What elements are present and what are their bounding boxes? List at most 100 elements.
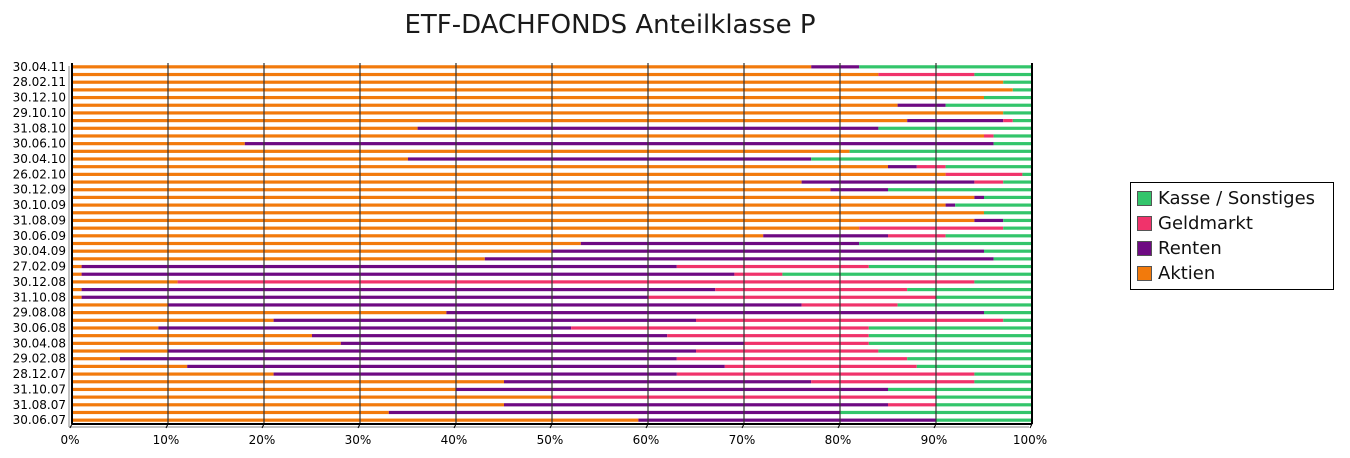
- bar-geldmarkt-31.01.08: [724, 364, 917, 368]
- bar-aktien-31.08.07: [72, 403, 504, 407]
- bar-geldmarkt-29.02.08: [676, 357, 908, 361]
- bar-kasse-sonstiges-30.04.09: [984, 249, 1032, 253]
- bar-renten-30.01.09: [81, 272, 735, 276]
- bar-aktien-30.04.09: [72, 249, 552, 253]
- bar-renten-29.08.08: [446, 311, 984, 315]
- bar-kasse-sonstiges-30.09.09: [984, 211, 1032, 215]
- legend-label: Renten: [1158, 238, 1222, 259]
- bar-kasse-sonstiges-31.08.09: [1003, 218, 1032, 223]
- bar-kasse-sonstiges-30.11.07: [974, 380, 1032, 384]
- bar-aktien-30.04.11: [72, 65, 812, 69]
- bar-renten-31.03.08: [168, 349, 696, 353]
- bar-renten-30.10.09: [945, 203, 956, 207]
- bar-aktien-31.05.10: [72, 149, 850, 153]
- bar-aktien-30.12.09: [72, 188, 831, 192]
- bar-kasse-sonstiges-29.10.10: [1003, 111, 1032, 115]
- bar-aktien-30.11.09: [72, 195, 975, 200]
- y-tick-label: 30.06.09: [13, 229, 66, 243]
- y-tick-label: 30.12.10: [13, 91, 66, 105]
- bar-renten-27.02.09: [81, 264, 677, 269]
- legend-item-renten: Renten: [1137, 236, 1327, 261]
- bar-kasse-sonstiges-30.06.09: [945, 234, 1032, 238]
- y-tick-label: 28.12.07: [13, 367, 66, 381]
- x-tick-label: 100%: [1013, 433, 1047, 447]
- legend-item-kasse-sonstiges: Kasse / Sonstiges: [1137, 186, 1327, 211]
- bar-aktien-31.07.09: [72, 226, 860, 230]
- bar-kasse-sonstiges-30.01.09: [782, 272, 1032, 276]
- x-tick-label: 30%: [345, 433, 372, 447]
- bar-aktien-30.12.08: [72, 280, 178, 284]
- bar-aktien-31.08.10: [72, 126, 418, 130]
- y-tick-label: 31.10.07: [13, 382, 66, 396]
- chart-title: ETF-DACHFONDS Anteilklasse P: [404, 10, 816, 40]
- bar-geldmarkt-31.07.09: [859, 226, 1004, 230]
- bar-aktien-30.04.10: [72, 157, 408, 161]
- legend-swatch: [1137, 216, 1152, 231]
- bar-aktien-30.11.10: [72, 103, 898, 107]
- bar-renten-31.10.07: [456, 387, 888, 392]
- y-tick-label: 30.06.07: [13, 413, 66, 427]
- bar-kasse-sonstiges-28.02.11: [1003, 80, 1032, 84]
- bar-geldmarkt-26.02.10: [945, 172, 1023, 176]
- bar-renten-28.11.08: [81, 287, 716, 292]
- x-tick-label: 70%: [729, 433, 756, 447]
- bar-geldmarkt-30.11.07: [811, 380, 975, 384]
- bar-aktien-28.02.11: [72, 80, 1004, 84]
- bar-aktien-30.06.10: [72, 142, 245, 146]
- bar-kasse-sonstiges-30.11.10: [945, 103, 1032, 107]
- x-tick-mark: [357, 423, 361, 429]
- bar-kasse-sonstiges-31.10.08: [936, 295, 1032, 299]
- bar-aktien-30.09.09: [72, 211, 984, 215]
- legend-label: Geldmarkt: [1158, 213, 1253, 234]
- y-tick-label: 30.10.09: [13, 198, 66, 212]
- bar-aktien-30.09.10: [72, 119, 908, 123]
- bar-renten-30.06.09: [763, 234, 888, 238]
- y-tick-label: 31.08.09: [13, 213, 66, 227]
- x-tick-mark: [741, 423, 745, 429]
- bar-aktien-29.08.08: [72, 311, 447, 315]
- y-tick-label: 31.10.08: [13, 290, 66, 304]
- bar-kasse-sonstiges-30.07.10: [993, 134, 1032, 138]
- chart-legend: Kasse / Sonstiges Geldmarkt Renten Aktien: [1130, 182, 1334, 290]
- bar-geldmarkt-30.09.08: [801, 303, 898, 307]
- y-tick-label: 29.08.08: [13, 306, 66, 320]
- bar-renten-29.01.10: [801, 180, 975, 184]
- bar-kasse-sonstiges-30.04.10: [811, 157, 1032, 161]
- bar-kasse-sonstiges-29.02.08: [907, 357, 1032, 361]
- y-tick-label: 31.08.10: [13, 121, 66, 135]
- bar-kasse-sonstiges-31.08.07: [936, 403, 1032, 407]
- bar-aktien-30.04.08: [72, 341, 341, 345]
- y-tick-label: 30.04.08: [13, 336, 66, 350]
- x-tick-label: 40%: [441, 433, 468, 447]
- bar-geldmarkt-30.07.10: [984, 134, 994, 138]
- bar-renten-31.07.08: [273, 318, 696, 322]
- bar-aktien-30.06.09: [72, 234, 764, 238]
- bar-renten-31.10.08: [81, 295, 649, 299]
- bar-kasse-sonstiges-31.10.07: [888, 387, 1032, 392]
- x-tick-mark: [165, 423, 169, 429]
- bar-geldmarkt-31.08.07: [888, 403, 936, 407]
- legend-label: Kasse / Sonstiges: [1158, 188, 1316, 209]
- x-tick-label: 20%: [249, 433, 276, 447]
- bar-kasse-sonstiges-31.03.11: [974, 72, 1032, 77]
- bar-renten-29.02.08: [120, 357, 677, 361]
- bar-renten-30.11.10: [897, 103, 946, 107]
- y-tick-label: 30.12.08: [13, 275, 66, 289]
- bar-aktien-29.02.08: [72, 357, 120, 361]
- bar-kasse-sonstiges-31.03.09: [993, 257, 1032, 261]
- bar-geldmarkt-31.07.08: [696, 318, 1004, 322]
- y-tick-label: 27.02.09: [13, 260, 66, 274]
- bar-aktien-26.02.10: [72, 172, 946, 176]
- bar-geldmarkt-30.09.10: [1003, 119, 1013, 123]
- bar-aktien-27.02.09: [72, 264, 82, 269]
- bar-aktien-30.06.07: [72, 418, 639, 422]
- bar-geldmarkt-30.06.09: [888, 234, 946, 238]
- bar-kasse-sonstiges-31.07.08: [1003, 318, 1032, 322]
- legend-swatch: [1137, 191, 1152, 206]
- bar-aktien-30.06.08: [72, 326, 159, 330]
- bar-renten-28.12.07: [273, 372, 677, 376]
- bar-kasse-sonstiges-28.12.07: [974, 372, 1032, 376]
- bar-renten-31.07.07: [388, 410, 840, 415]
- bar-kasse-sonstiges-31.05.10: [849, 149, 1032, 153]
